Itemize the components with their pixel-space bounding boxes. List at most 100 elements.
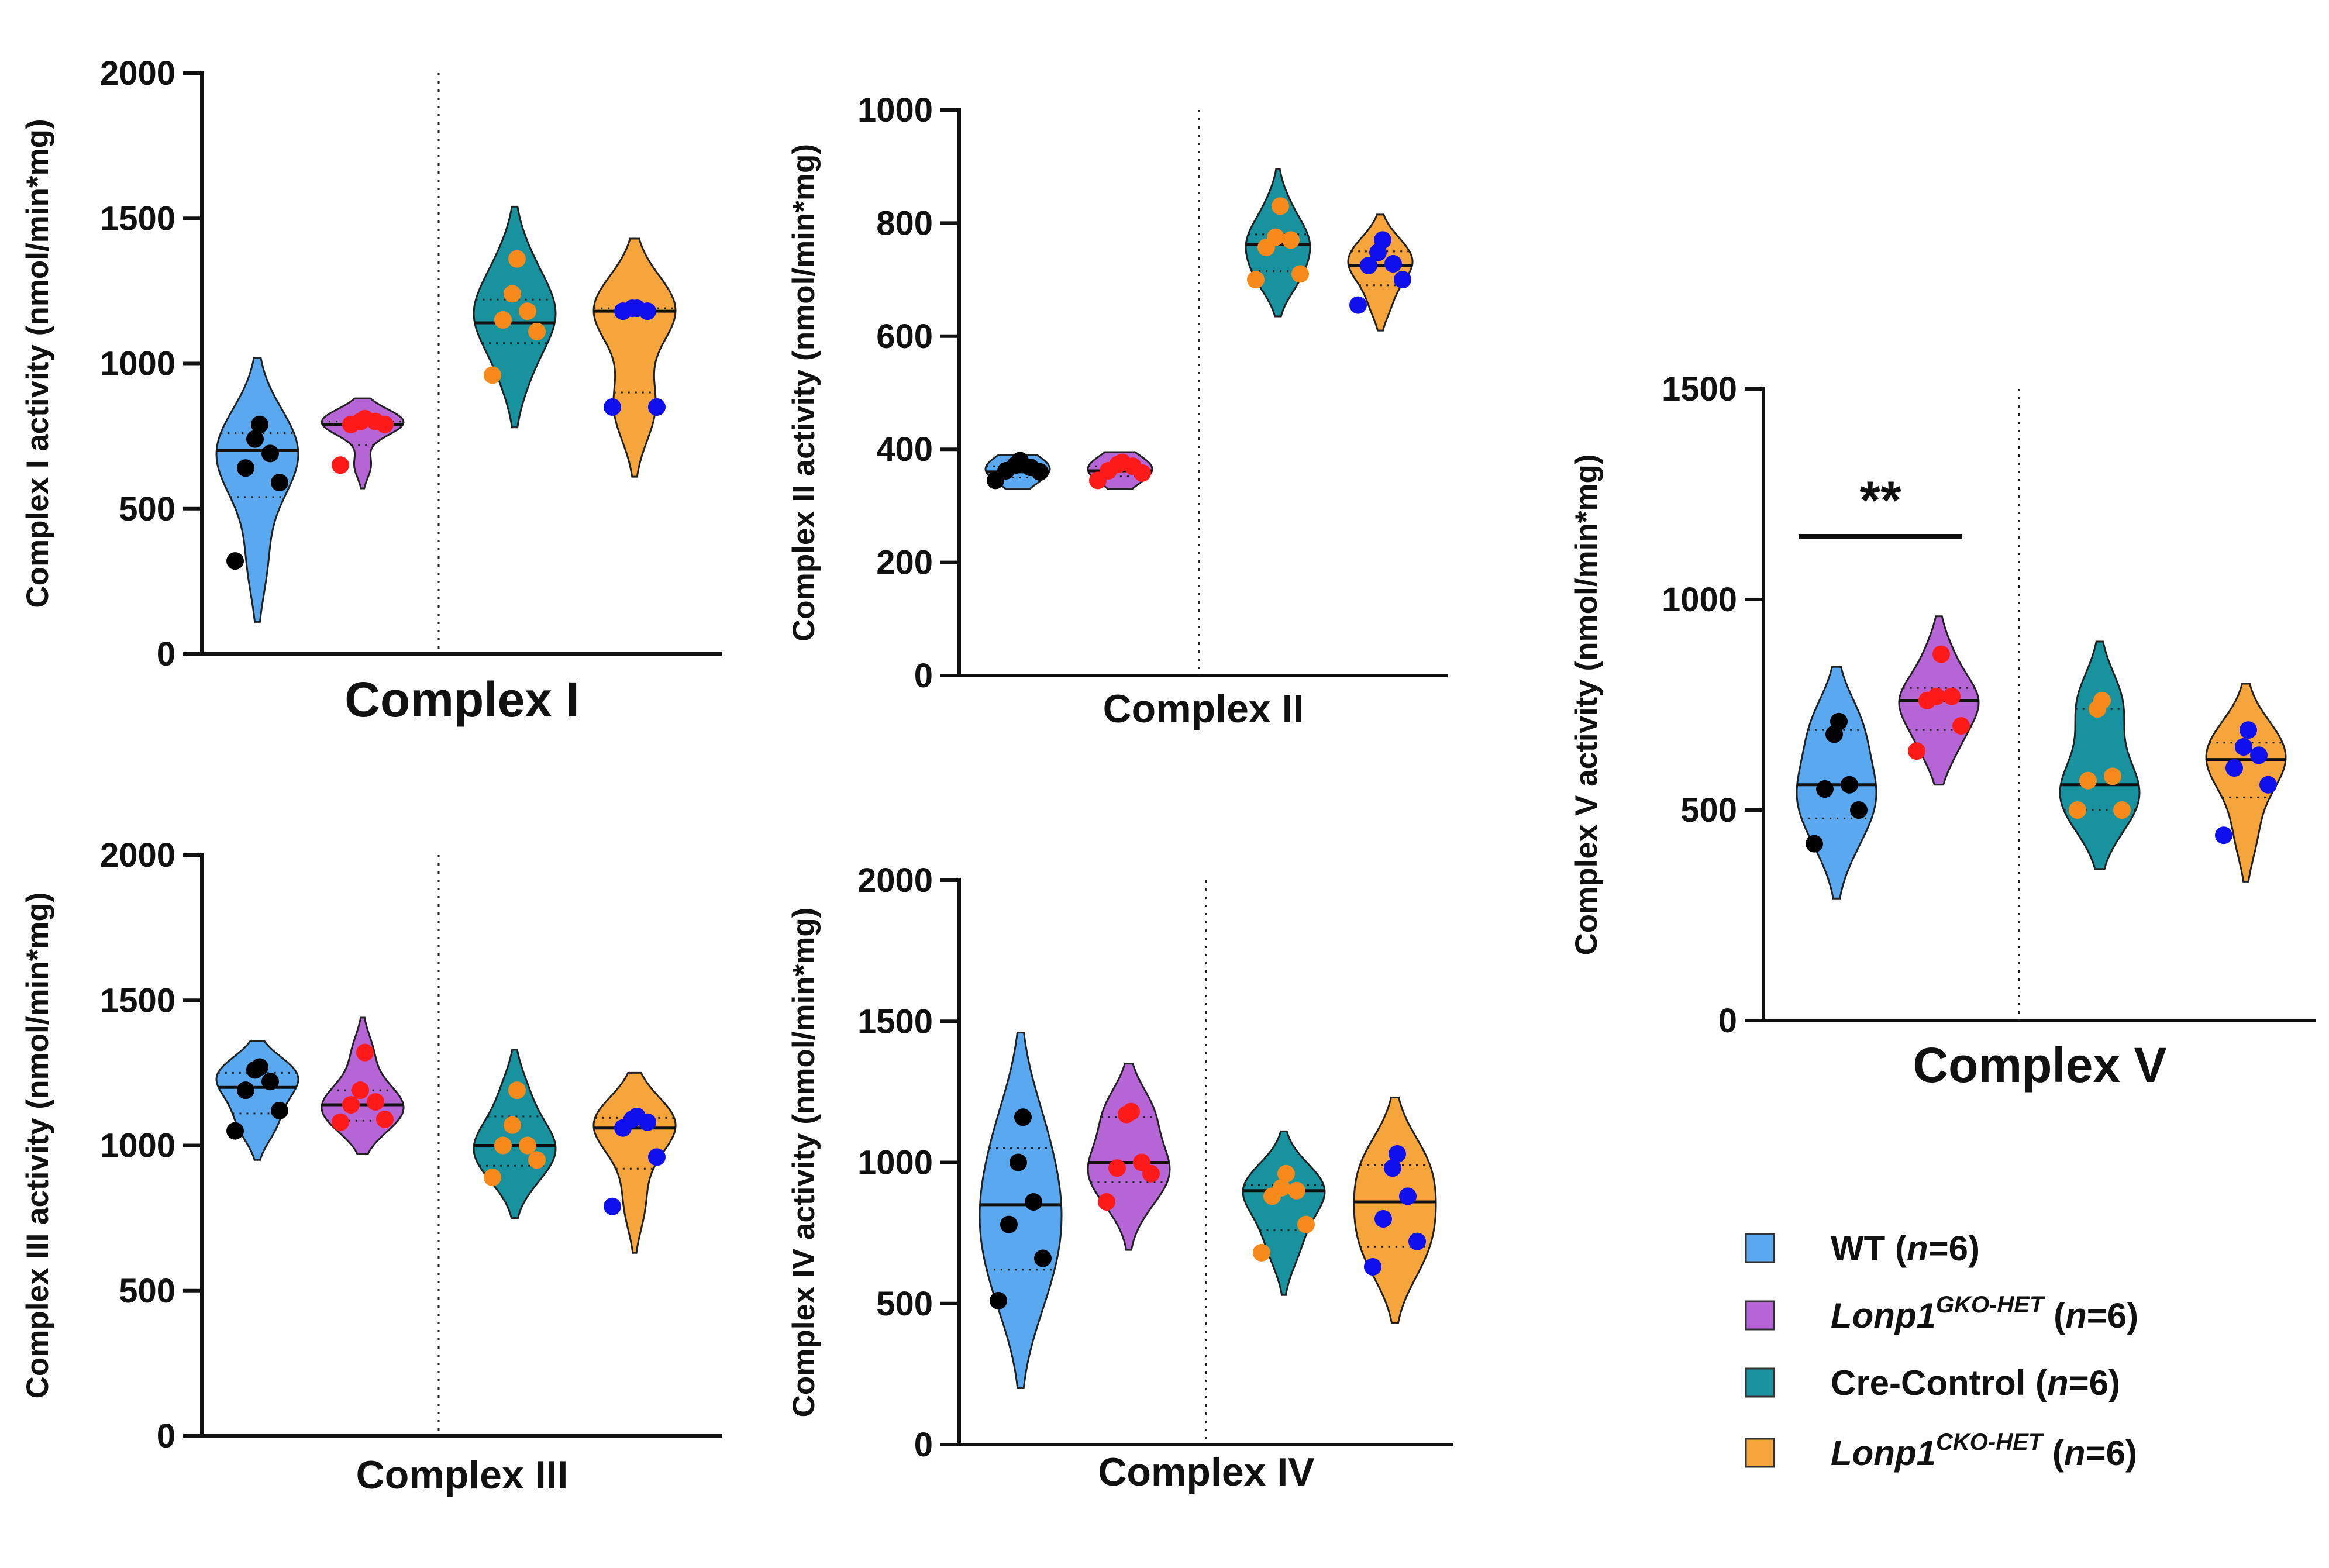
data-point xyxy=(508,250,526,268)
data-point xyxy=(1297,1215,1315,1233)
data-point xyxy=(494,1136,512,1155)
data-point xyxy=(356,409,374,428)
data-point xyxy=(1374,231,1391,249)
legend-item-wt: WT (n=6) xyxy=(1745,1229,1980,1268)
data-point xyxy=(1850,801,1868,819)
y-tick-label: 2000 xyxy=(100,54,175,92)
data-point xyxy=(1034,1249,1052,1267)
data-point xyxy=(1384,1159,1401,1177)
data-point xyxy=(990,1291,1007,1309)
legend-swatch-gko xyxy=(1745,1300,1775,1331)
data-point xyxy=(271,1101,288,1119)
data-point xyxy=(484,1169,501,1187)
violin-cre xyxy=(1242,1130,1326,1296)
data-point xyxy=(271,474,288,492)
data-point xyxy=(648,1148,666,1166)
data-point xyxy=(1010,1153,1027,1171)
data-point xyxy=(508,1081,526,1100)
data-point xyxy=(1908,742,1925,760)
data-point xyxy=(261,1073,279,1091)
data-point xyxy=(1273,1178,1290,1197)
x-axis-label: Complex I xyxy=(344,672,579,727)
data-point xyxy=(2069,801,2086,819)
data-point xyxy=(2113,801,2131,819)
data-point xyxy=(1282,231,1300,249)
y-tick-label: 500 xyxy=(1680,791,1737,829)
violin-cko xyxy=(1353,1097,1437,1324)
panel-complex-i: 0 500 1000 1500 2000 Complex I activity (nmol… xyxy=(20,54,722,727)
data-point xyxy=(1943,687,1961,705)
y-axis-label: Complex V activity (nmol/min*mg) xyxy=(1569,454,1604,956)
data-point xyxy=(1272,197,1289,215)
data-point xyxy=(604,398,621,416)
legend-swatch-wt xyxy=(1745,1233,1775,1263)
data-point xyxy=(628,299,646,318)
data-point xyxy=(604,1197,621,1215)
data-point xyxy=(1277,1164,1295,1183)
violin-wt xyxy=(215,357,299,623)
violin-wt xyxy=(979,1032,1063,1389)
violin-gko xyxy=(1087,1063,1171,1251)
y-tick-label: 0 xyxy=(914,657,933,695)
data-point xyxy=(2104,767,2121,785)
data-point xyxy=(1253,1243,1270,1262)
legend-swatch-cko xyxy=(1745,1438,1775,1468)
y-tick-label: 1500 xyxy=(100,981,175,1019)
data-point xyxy=(1394,271,1411,289)
y-tick-label: 1500 xyxy=(1662,370,1737,408)
y-axis-label: Complex II activity (nmol/min*mg) xyxy=(787,144,821,642)
data-point xyxy=(1816,780,1834,798)
data-point xyxy=(237,1081,254,1100)
legend-label-wt: WT (n=6) xyxy=(1831,1229,1980,1268)
data-point xyxy=(528,1151,546,1169)
data-point xyxy=(1952,717,1970,735)
data-point xyxy=(237,459,254,477)
y-tick-label: 1500 xyxy=(100,199,175,237)
violin-wt xyxy=(1796,666,1877,900)
data-point xyxy=(628,1107,646,1125)
x-axis-label: Complex II xyxy=(1103,687,1304,731)
panel-complex-ii: 0 200 400 600 800 1000 Complex II activity (nm… xyxy=(787,91,1448,731)
y-tick-label: 1000 xyxy=(1662,581,1737,619)
y-tick-label: 0 xyxy=(157,1417,175,1455)
data-point xyxy=(352,1081,369,1100)
data-point xyxy=(226,552,244,570)
data-point xyxy=(504,1116,521,1134)
significance-label: ** xyxy=(1859,471,1901,530)
data-point xyxy=(648,398,666,416)
legend-label-cko: Lonp1CKO-HET (n=6) xyxy=(1831,1429,2137,1473)
violin-cre xyxy=(473,1049,557,1219)
y-tick-label: 1000 xyxy=(857,91,933,129)
legend-item-cre: Cre-Control (n=6) xyxy=(1745,1363,2120,1402)
data-point xyxy=(1364,1258,1381,1276)
legend-item-cko: Lonp1CKO-HET (n=6) xyxy=(1745,1429,2137,1473)
data-point xyxy=(1291,265,1309,283)
data-point xyxy=(1114,453,1131,471)
y-axis-label: Complex IV activity (nmol/min*mg) xyxy=(787,908,821,1418)
y-axis-label: Complex I activity (nmol/min*mg) xyxy=(20,119,55,608)
data-point xyxy=(1098,1193,1115,1211)
data-point xyxy=(1000,1215,1018,1233)
data-point xyxy=(246,430,264,448)
data-point xyxy=(1928,687,1945,705)
data-point xyxy=(1011,452,1029,470)
data-point xyxy=(2093,691,2111,709)
data-point xyxy=(2215,826,2232,845)
panel-complex-iii: 0 500 1000 1500 2000 Complex III activity (nm… xyxy=(20,836,722,1497)
data-point xyxy=(1806,835,1823,853)
violin-cko xyxy=(1347,213,1414,332)
data-point xyxy=(1399,1187,1417,1205)
data-point xyxy=(519,1136,536,1155)
data-point xyxy=(1108,1159,1126,1177)
y-tick-label: 2000 xyxy=(857,861,933,900)
legend-swatch-cre xyxy=(1745,1367,1775,1398)
data-point xyxy=(251,1058,268,1076)
data-point xyxy=(1122,1102,1140,1121)
y-tick-label: 500 xyxy=(876,1285,933,1323)
y-tick-label: 2000 xyxy=(100,836,175,874)
data-point xyxy=(332,456,349,474)
data-point xyxy=(1267,228,1284,246)
violin-cko xyxy=(592,237,677,478)
y-tick-label: 0 xyxy=(157,635,175,673)
